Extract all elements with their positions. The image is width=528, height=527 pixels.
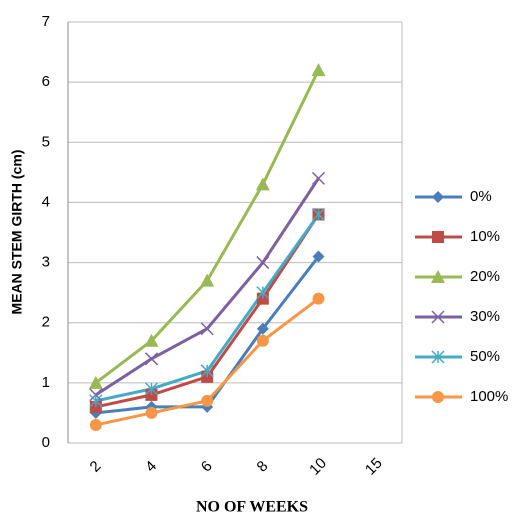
- x-tick-label: 8: [253, 458, 271, 476]
- marker: [256, 334, 269, 347]
- marker: [312, 292, 325, 305]
- legend-label: 30%: [470, 308, 500, 325]
- x-tick-label: 15: [362, 455, 386, 479]
- marker: [256, 286, 270, 300]
- marker: [200, 273, 215, 287]
- marker: [89, 388, 103, 402]
- legend-marker: [432, 231, 444, 243]
- legend-marker: [432, 391, 444, 403]
- x-tick-label: 2: [86, 458, 104, 476]
- y-axis-label: MEAN STEM GIRTH (cm): [9, 150, 25, 315]
- marker: [89, 394, 103, 408]
- legend-marker: [431, 350, 445, 364]
- marker: [255, 177, 270, 191]
- marker: [201, 394, 214, 407]
- legend-label: 10%: [470, 228, 500, 245]
- y-tick-label: 6: [42, 73, 50, 90]
- legend-label: 0%: [470, 188, 492, 205]
- marker: [311, 63, 326, 77]
- marker: [88, 375, 103, 389]
- y-tick-label: 0: [42, 434, 50, 451]
- x-tick-label: 4: [142, 458, 160, 476]
- x-tick-label: 10: [306, 455, 330, 479]
- marker: [311, 171, 326, 185]
- marker: [311, 207, 326, 221]
- y-tick-label: 1: [42, 374, 50, 391]
- marker: [144, 382, 159, 396]
- marker: [144, 352, 159, 366]
- legend-label: 20%: [470, 268, 500, 285]
- legend-marker: [431, 270, 445, 283]
- y-tick-label: 4: [42, 193, 50, 210]
- legend-marker: [432, 191, 444, 203]
- series-line: [95, 177, 320, 397]
- marker: [312, 250, 325, 263]
- y-tick-label: 2: [42, 314, 50, 331]
- marker: [200, 364, 214, 378]
- x-tick-label: 6: [198, 458, 216, 476]
- marker: [145, 406, 158, 419]
- y-tick-label: 5: [42, 133, 50, 150]
- marker: [256, 256, 270, 270]
- marker: [256, 322, 269, 335]
- y-tick-label: 3: [42, 254, 50, 271]
- x-axis-label: NO OF WEEKS: [196, 499, 308, 516]
- marker: [89, 418, 102, 431]
- y-tick-label: 7: [42, 13, 50, 30]
- legend-label: 50%: [470, 348, 500, 365]
- marker: [144, 333, 159, 347]
- legend-label: 100%: [470, 388, 508, 405]
- legend-marker: [431, 310, 445, 324]
- marker: [200, 322, 214, 336]
